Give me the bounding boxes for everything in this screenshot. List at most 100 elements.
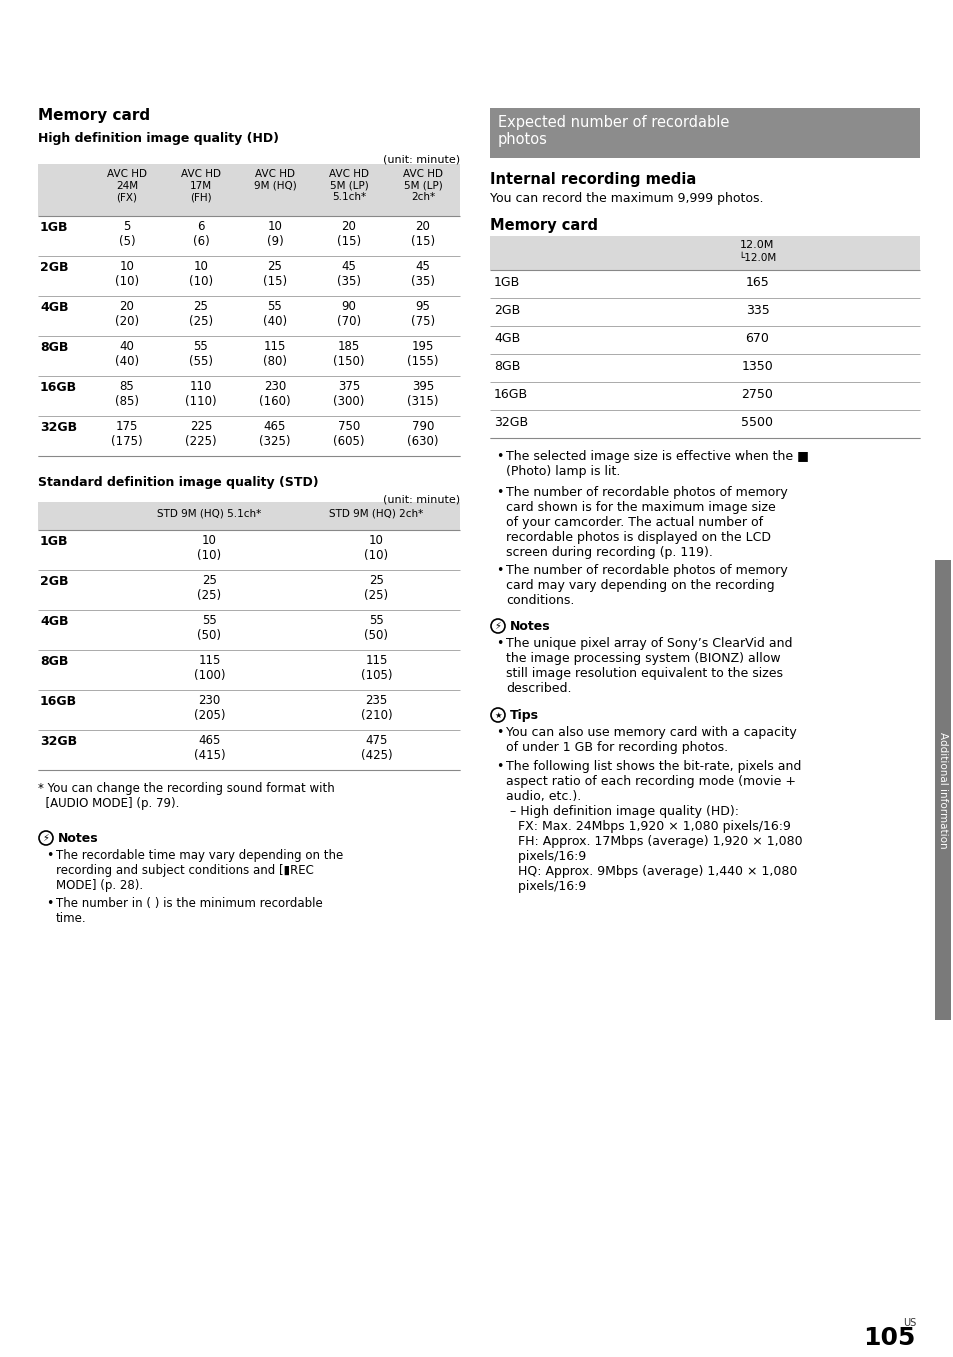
Bar (934, 560, 950, 1020)
Text: 12.0M: 12.0M (740, 240, 774, 250)
Text: 25
(25): 25 (25) (364, 574, 388, 603)
Text: 4GB: 4GB (40, 301, 69, 313)
Text: 25
(25): 25 (25) (189, 300, 213, 328)
Text: •: • (496, 565, 503, 577)
Text: 40
(40): 40 (40) (114, 341, 139, 368)
Text: 1GB: 1GB (40, 535, 69, 548)
Text: •: • (46, 897, 53, 911)
Text: AVC HD
5M (LP)
2ch*: AVC HD 5M (LP) 2ch* (402, 170, 442, 202)
Text: 165: 165 (745, 275, 768, 289)
Text: 20
(20): 20 (20) (114, 300, 139, 328)
Text: 55
(50): 55 (50) (364, 613, 388, 642)
Text: 32GB: 32GB (40, 735, 77, 748)
Text: 115
(80): 115 (80) (263, 341, 287, 368)
Text: 4GB: 4GB (40, 615, 69, 628)
Text: (unit: minute): (unit: minute) (382, 155, 459, 166)
Text: 230
(205): 230 (205) (193, 693, 225, 722)
Text: US: US (902, 1318, 915, 1329)
Text: 1GB: 1GB (494, 275, 519, 289)
Text: 16GB: 16GB (40, 381, 77, 394)
Text: 465
(325): 465 (325) (259, 421, 291, 448)
Text: 2750: 2750 (740, 388, 773, 402)
Text: 10
(9): 10 (9) (266, 220, 283, 248)
Text: 5500: 5500 (740, 417, 773, 429)
Text: 1GB: 1GB (40, 221, 69, 233)
Text: 95
(75): 95 (75) (411, 300, 435, 328)
Text: AVC HD
24M
(FX): AVC HD 24M (FX) (107, 170, 147, 202)
Bar (490, 236, 919, 270)
Text: 105: 105 (862, 1326, 915, 1350)
Text: 195
(155): 195 (155) (407, 341, 438, 368)
Text: 10
(10): 10 (10) (114, 261, 139, 288)
Text: 85
(85): 85 (85) (115, 380, 139, 408)
Text: 2GB: 2GB (40, 575, 69, 588)
Text: The number in ( ) is the minimum recordable
time.: The number in ( ) is the minimum recorda… (56, 897, 322, 925)
Text: ⚡: ⚡ (494, 622, 501, 631)
Text: Standard definition image quality (STD): Standard definition image quality (STD) (38, 476, 318, 489)
Text: 25
(25): 25 (25) (197, 574, 221, 603)
Text: 45
(35): 45 (35) (336, 261, 360, 288)
Text: 395
(315): 395 (315) (407, 380, 438, 408)
Text: The following list shows the bit-rate, pixels and
aspect ratio of each recording: The following list shows the bit-rate, p… (505, 760, 801, 893)
Text: •: • (496, 636, 503, 650)
Text: Notes: Notes (510, 620, 550, 632)
Text: * You can change the recording sound format with
  [AUDIO MODE] (p. 79).: * You can change the recording sound for… (38, 782, 335, 810)
Bar (38, 164, 459, 216)
Text: 475
(425): 475 (425) (360, 734, 392, 763)
Text: 1350: 1350 (740, 360, 773, 373)
Text: Tips: Tips (510, 708, 538, 722)
Text: AVC HD
17M
(FH): AVC HD 17M (FH) (181, 170, 221, 202)
Text: 2GB: 2GB (40, 261, 69, 274)
Text: You can record the maximum 9,999 photos.: You can record the maximum 9,999 photos. (490, 191, 762, 205)
Text: 185
(150): 185 (150) (333, 341, 364, 368)
Text: 670: 670 (745, 332, 769, 345)
Text: 20
(15): 20 (15) (336, 220, 360, 248)
Text: └12.0M: └12.0M (738, 252, 776, 263)
Text: •: • (496, 451, 503, 463)
Text: STD 9M (HQ) 5.1ch*: STD 9M (HQ) 5.1ch* (157, 509, 261, 518)
Text: 45
(35): 45 (35) (411, 261, 435, 288)
Text: The unique pixel array of Sony’s ClearVid and
the image processing system (BIONZ: The unique pixel array of Sony’s ClearVi… (505, 636, 792, 695)
Text: Internal recording media: Internal recording media (490, 172, 696, 187)
Bar (38, 502, 459, 531)
Text: 55
(40): 55 (40) (263, 300, 287, 328)
Text: The number of recordable photos of memory
card may vary depending on the recordi: The number of recordable photos of memor… (505, 565, 787, 607)
Text: 6
(6): 6 (6) (193, 220, 209, 248)
Text: 16GB: 16GB (40, 695, 77, 708)
Text: Expected number of recordable
photos: Expected number of recordable photos (497, 115, 729, 148)
Text: Memory card: Memory card (490, 218, 598, 233)
Text: 115
(105): 115 (105) (360, 654, 392, 683)
Text: 110
(110): 110 (110) (185, 380, 216, 408)
Text: You can also use memory card with a capacity
of under 1 GB for recording photos.: You can also use memory card with a capa… (505, 726, 796, 754)
Text: High definition image quality (HD): High definition image quality (HD) (38, 132, 278, 145)
Text: 230
(160): 230 (160) (259, 380, 291, 408)
Text: AVC HD
5M (LP)
5.1ch*: AVC HD 5M (LP) 5.1ch* (329, 170, 369, 202)
Text: (unit: minute): (unit: minute) (382, 494, 459, 503)
Text: 790
(630): 790 (630) (407, 421, 438, 448)
Text: Memory card: Memory card (38, 109, 150, 123)
Text: 10
(10): 10 (10) (197, 535, 221, 562)
Text: 32GB: 32GB (40, 421, 77, 434)
Text: 750
(605): 750 (605) (333, 421, 364, 448)
Text: 8GB: 8GB (40, 341, 69, 354)
Text: 90
(70): 90 (70) (336, 300, 360, 328)
Text: 225
(225): 225 (225) (185, 421, 216, 448)
Text: 20
(15): 20 (15) (411, 220, 435, 248)
Text: ⚡: ⚡ (43, 833, 50, 843)
Text: Additional information: Additional information (937, 731, 947, 848)
Text: The number of recordable photos of memory
card shown is for the maximum image si: The number of recordable photos of memor… (505, 486, 787, 559)
Text: 4GB: 4GB (494, 332, 519, 345)
Text: •: • (46, 849, 53, 862)
Text: •: • (496, 486, 503, 499)
Text: AVC HD
9M (HQ): AVC HD 9M (HQ) (253, 170, 296, 190)
Text: STD 9M (HQ) 2ch*: STD 9M (HQ) 2ch* (329, 509, 423, 518)
Text: 465
(415): 465 (415) (193, 734, 225, 763)
Text: 25
(15): 25 (15) (263, 261, 287, 288)
Text: 10
(10): 10 (10) (189, 261, 213, 288)
Text: 115
(100): 115 (100) (193, 654, 225, 683)
Text: 2GB: 2GB (494, 304, 519, 318)
Text: 5
(5): 5 (5) (118, 220, 135, 248)
Text: The selected image size is effective when the ■
(Photo) lamp is lit.: The selected image size is effective whe… (505, 451, 808, 478)
Text: 375
(300): 375 (300) (333, 380, 364, 408)
Text: Notes: Notes (58, 832, 98, 845)
